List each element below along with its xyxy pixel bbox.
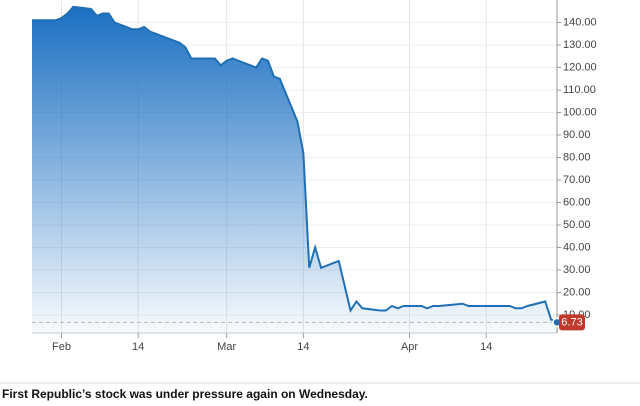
area: [32, 6, 557, 333]
x-tick-label: 14: [480, 341, 492, 353]
price-flag: [559, 314, 585, 331]
y-tick-label: 70.00: [563, 174, 591, 186]
x-tick-label: Feb: [52, 341, 71, 353]
y-tick-label: 130.00: [563, 39, 597, 51]
y-tick-label: 20.00: [563, 286, 591, 298]
y-tick-label: 50.00: [563, 219, 591, 231]
y-tick-label: 40.00: [563, 241, 591, 253]
y-tick-label: 60.00: [563, 196, 591, 208]
x-tick-label: 14: [297, 341, 309, 353]
caption: First Republic’s stock was under pressur…: [2, 387, 368, 401]
x-tick-label: Mar: [217, 341, 236, 353]
x-tick-label: Apr: [401, 341, 418, 353]
y-tick-label: 140.00: [563, 16, 597, 28]
y-tick-label: 90.00: [563, 129, 591, 141]
y-tick-label: 100.00: [563, 106, 597, 118]
x-tick-label: 14: [132, 341, 144, 353]
y-tick-label: 30.00: [563, 264, 591, 276]
y-tick-label: 80.00: [563, 151, 591, 163]
price-flag-label: 6.73: [561, 316, 582, 328]
y-tick-label: 120.00: [563, 61, 597, 73]
price-line: [32, 5, 558, 324]
y-tick-label: 110.00: [563, 84, 596, 96]
